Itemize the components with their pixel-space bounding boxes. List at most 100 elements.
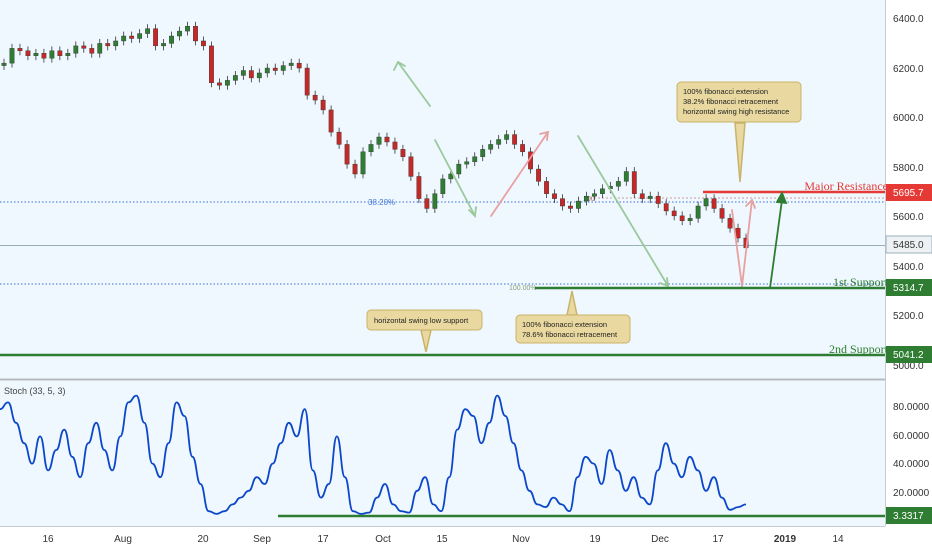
candle-down [400, 149, 406, 157]
candle-up [65, 53, 71, 56]
candle-up [368, 144, 374, 153]
candle-up [97, 43, 103, 54]
time-tick: Sep [253, 534, 271, 545]
candle-down [568, 205, 573, 209]
support-1-value: 5314.7 [893, 283, 924, 294]
time-tick: 19 [589, 534, 601, 545]
stoch-indicator-title: Stoch (33, 5, 3) [4, 386, 66, 396]
candle-up [584, 195, 589, 202]
time-tick: 20 [197, 534, 209, 545]
candle-down [416, 176, 422, 199]
candle-up [169, 35, 174, 44]
candle-down [336, 131, 342, 145]
candle-up [615, 181, 621, 187]
candle-down [520, 144, 526, 153]
price-tick: 6000.0 [893, 113, 924, 124]
price-tick: 5200.0 [893, 311, 924, 322]
arrow-head [745, 198, 756, 209]
major-resistance-label: Major Resistance [804, 179, 888, 193]
candle-down [384, 136, 390, 143]
time-tick: Aug [114, 534, 132, 545]
candle-up [33, 53, 39, 56]
candle-up [703, 198, 709, 207]
annotation-line: 38.2% fibonacci retracement [683, 97, 779, 106]
candle-down [105, 43, 111, 47]
candle-down [392, 141, 398, 150]
candle-up [432, 193, 438, 209]
candle-up [376, 136, 382, 145]
candle-down [17, 48, 23, 52]
candle-up [360, 151, 366, 175]
candle-down [304, 67, 310, 96]
price-tick: 6400.0 [893, 14, 924, 25]
candle-up [185, 25, 190, 32]
annotation-support-1: 100% fibonacci extension 78.6% fibonacci… [515, 314, 631, 344]
price-tick: 5000.0 [893, 361, 924, 372]
candle-up [137, 33, 143, 39]
arrow-head [659, 277, 670, 288]
candle-up [49, 50, 55, 59]
candle-down [272, 67, 278, 71]
red-projection-arrow [731, 209, 743, 287]
candle-up [288, 62, 294, 66]
time-tick: Oct [375, 534, 391, 545]
candle-down [57, 50, 63, 56]
time-axis-background [0, 526, 932, 550]
candle-down [25, 50, 31, 56]
time-tick: Dec [651, 534, 669, 545]
red-projection-arrow [741, 199, 753, 287]
candle-up [456, 163, 462, 175]
stoch-axis: 80.0000 60.0000 40.0000 20.0000 [893, 402, 930, 499]
candle-down [679, 215, 685, 221]
annotation-line: horizontal swing high resistance [683, 107, 789, 116]
candle-up [113, 40, 119, 47]
candle-down [248, 70, 254, 79]
green-projection-arrow [397, 61, 431, 107]
stoch-tick: 80.0000 [893, 402, 930, 413]
time-tick: 16 [42, 534, 54, 545]
time-tick: 14 [832, 534, 844, 545]
candle-up [599, 188, 605, 194]
price-tick: 5400.0 [893, 262, 924, 273]
green-projection-arrow [577, 135, 669, 287]
candle-up [687, 218, 693, 221]
candle-down [81, 45, 87, 49]
callout-pointers [420, 122, 746, 353]
stoch-tick: 60.0000 [893, 431, 930, 442]
annotation-line: horizontal swing low support [374, 316, 469, 325]
candle-down [344, 144, 350, 165]
stoch-panel-background [0, 381, 885, 526]
candle-down [129, 35, 135, 39]
red-projection-arrow [490, 131, 549, 217]
candle-down [536, 168, 541, 182]
candle-down [655, 195, 661, 204]
support-2-value: 5041.2 [893, 350, 924, 361]
candle-down [735, 227, 741, 239]
candle-up [232, 75, 238, 81]
time-tick: 17 [712, 534, 724, 545]
candle-up [480, 149, 486, 157]
candle-up [161, 43, 166, 47]
candle-down [193, 25, 198, 42]
target-arrow-shaft [769, 199, 783, 289]
candle-up [1, 62, 7, 66]
candle-down [217, 82, 222, 86]
stoch-tick: 40.0000 [893, 459, 930, 470]
candle-down [312, 94, 318, 101]
candle-up [121, 35, 127, 42]
annotation-box [515, 314, 631, 344]
candle-up [280, 65, 286, 71]
time-tick: 2019 [774, 534, 797, 545]
support-2-label: 2nd Support [829, 342, 889, 356]
candle-down [153, 28, 158, 47]
fib-100-label: 100.00% [509, 285, 537, 292]
arrow-head [393, 60, 406, 71]
price-tick: 6200.0 [893, 64, 924, 75]
price-axis: 6400.0 6200.0 6000.0 5800.0 5600.0 5400.… [893, 14, 924, 372]
support-2-badge [886, 346, 932, 363]
annotation-swing-low: horizontal swing low support [366, 309, 483, 331]
major-resistance-value: 5695.7 [893, 188, 924, 199]
annotation-resistance: 100% fibonacci extension 38.2% fibonacci… [676, 81, 802, 123]
candle-up [504, 134, 510, 140]
candle-up [488, 144, 494, 150]
